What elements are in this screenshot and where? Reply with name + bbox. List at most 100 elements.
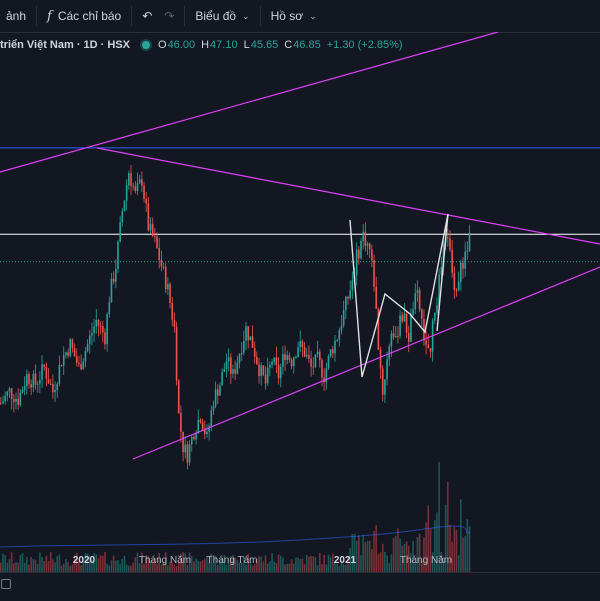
candle-body	[171, 303, 174, 320]
candle-body	[310, 358, 312, 367]
candle-body	[390, 333, 393, 347]
volume-bar	[457, 555, 460, 572]
volume-bar	[206, 555, 208, 572]
volume-bar	[136, 552, 139, 572]
candle-body	[97, 319, 100, 326]
chevron-down-icon: ⌄	[309, 10, 317, 21]
candle-body	[223, 368, 226, 372]
candle-body	[190, 436, 193, 445]
volume-bar	[19, 555, 22, 572]
volume-bar	[438, 462, 440, 572]
volume-bar	[225, 564, 228, 572]
volume-bar	[171, 562, 174, 572]
volume-bar	[269, 561, 271, 572]
candle-body	[141, 179, 143, 186]
volume-bar	[399, 538, 401, 572]
candle-body	[106, 314, 108, 345]
volume-bar	[386, 555, 388, 572]
candle-body	[47, 378, 50, 384]
indicators-button[interactable]: f Các chỉ báo	[41, 0, 127, 32]
candle-body	[60, 365, 63, 367]
candle-body	[188, 444, 191, 463]
candle-body	[217, 389, 219, 396]
candle-body	[238, 354, 241, 363]
volume-bar	[234, 557, 236, 572]
candle-body	[167, 283, 169, 290]
candle-body	[420, 309, 423, 319]
x-axis-label-2020: 2020	[72, 555, 96, 566]
candle-body	[358, 249, 360, 259]
volume-bar	[184, 553, 187, 572]
candle-body	[71, 339, 74, 349]
candle-body	[232, 369, 234, 374]
volume-bar	[429, 528, 432, 572]
candle-body	[329, 349, 332, 356]
symbol-title[interactable]: triển Việt Nam · 1D · HSX	[0, 39, 130, 51]
volume-bar	[384, 551, 386, 572]
change-value: +1.30 (+2.85%)	[326, 39, 403, 51]
volume-bar	[279, 555, 282, 572]
close-label: C	[284, 39, 293, 51]
trendline-descending	[96, 147, 600, 245]
trendline-upper-channel	[0, 32, 499, 173]
volume-bar	[49, 552, 52, 572]
volume-bar	[182, 552, 184, 572]
volume-bar	[449, 525, 451, 572]
candle-body	[54, 390, 56, 393]
candle-body	[288, 355, 291, 360]
volume-bar	[69, 565, 72, 572]
redo-button[interactable]: ↷	[158, 0, 180, 32]
toolbar-item-snapshot[interactable]: ảnh	[0, 0, 32, 32]
undo-button[interactable]: ↶	[136, 0, 158, 32]
candle-body	[297, 347, 299, 357]
volume-bar	[88, 556, 91, 572]
price-chart[interactable]	[0, 32, 600, 572]
volume-bar	[54, 562, 56, 572]
volume-bar	[303, 564, 306, 572]
candle-body	[21, 390, 24, 393]
candle-body	[349, 290, 351, 299]
volume-bar	[379, 552, 382, 572]
calendar-icon[interactable]	[1, 579, 11, 589]
volume-bar	[440, 551, 443, 572]
volume-bar	[180, 553, 182, 572]
volume-bar	[266, 563, 269, 572]
volume-bar	[71, 564, 74, 572]
undo-icon: ↶	[142, 9, 153, 23]
volume-bar	[67, 561, 69, 572]
candle-body	[266, 367, 269, 384]
candle-body	[151, 223, 154, 236]
volume-bar	[2, 553, 4, 572]
volume-bar	[28, 564, 30, 572]
candle-body	[438, 274, 440, 305]
volume-bar	[82, 557, 85, 572]
chart-menu-button[interactable]: Biểu đồ ⌄	[189, 0, 255, 32]
volume-bar	[8, 559, 11, 572]
volume-bar	[262, 561, 265, 572]
volume-bar	[325, 564, 328, 572]
candle-body	[58, 365, 61, 384]
candle-body	[360, 240, 362, 259]
volume-bar	[431, 552, 434, 572]
candle-body	[182, 431, 184, 453]
high-label: H	[201, 39, 210, 51]
volume-bar	[0, 562, 2, 572]
volume-bar	[123, 555, 126, 572]
candle-body	[177, 380, 180, 413]
volume-bar	[275, 563, 278, 572]
toolbar-divider	[131, 6, 133, 26]
candle-body	[110, 278, 113, 303]
volume-bar	[349, 548, 351, 572]
candle-body	[43, 364, 45, 367]
profile-menu-button[interactable]: Hồ sơ ⌄	[265, 0, 323, 32]
candle-body	[175, 327, 178, 381]
candle-body	[26, 373, 28, 387]
candle-body	[251, 336, 254, 348]
volume-bar	[258, 556, 260, 572]
candle-body	[82, 361, 85, 370]
candle-body	[164, 266, 167, 290]
volume-bar	[60, 565, 63, 572]
candle-body	[299, 341, 302, 348]
candle-body	[132, 185, 134, 187]
candle-body	[405, 313, 408, 333]
